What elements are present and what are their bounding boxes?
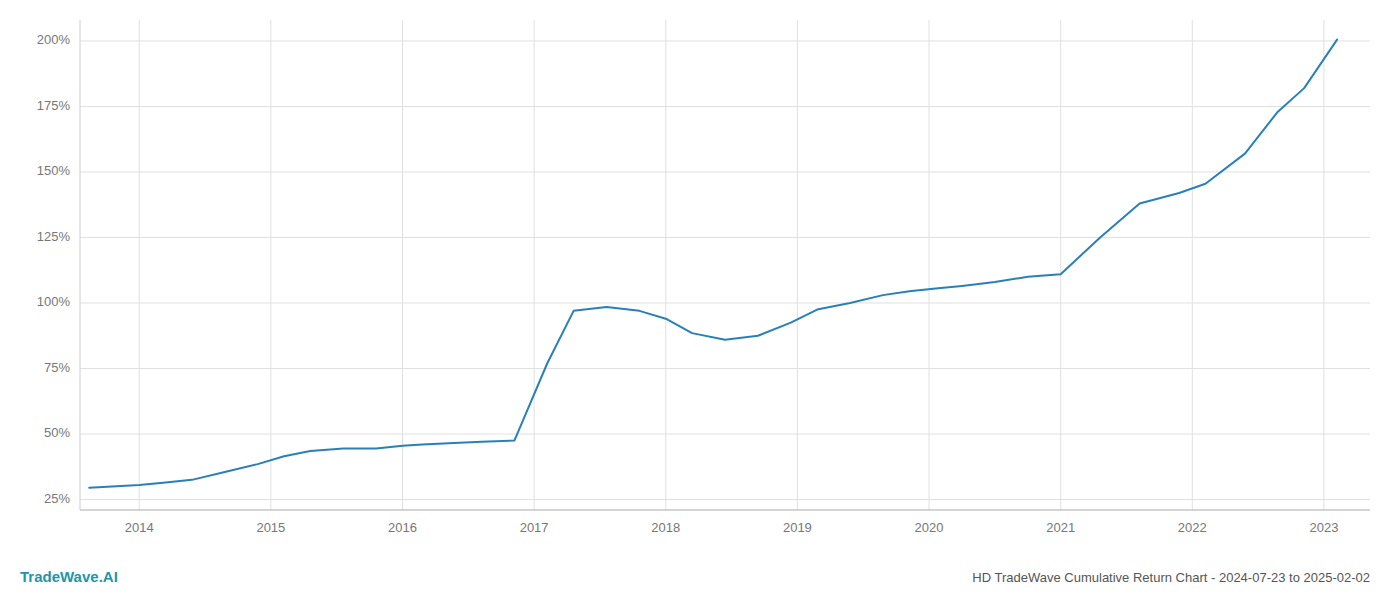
x-grid-line [534, 20, 535, 510]
x-grid-line [402, 20, 403, 510]
tick-labels: 25% 50% 75% 100% 125% 150% 175% 200% 2014 2015 201… [37, 32, 1339, 535]
x-tick-label: 2016 [388, 520, 417, 535]
y-grid-line [80, 434, 1370, 435]
x-grid-line [270, 20, 271, 510]
y-tick-label: 150% [37, 163, 71, 178]
x-tick-label: 2022 [1178, 520, 1207, 535]
y-axis-line [80, 20, 81, 510]
y-grid-line [80, 40, 1370, 41]
x-grid-line [1192, 20, 1193, 510]
title: HD TradeWave Cumulative Return Chart - 2… [972, 570, 1370, 585]
x-tick-label: 2019 [783, 520, 812, 535]
y-tick-label: 75% [44, 360, 70, 375]
y-tick-label: 200% [37, 32, 71, 47]
x-tick-label: 2020 [915, 520, 944, 535]
x-grid-line [665, 20, 666, 510]
x-grid-line [1060, 20, 1061, 510]
y-tick-label: 100% [37, 294, 71, 309]
x-grid-line [139, 20, 140, 510]
y-tick-label: 125% [37, 229, 71, 244]
chart-svg: 25% 50% 75% 100% 125% 150% 175% 200% 2014 2015 201… [0, 0, 1400, 600]
x-tick-label: 2014 [125, 520, 154, 535]
y-grid-line [80, 499, 1370, 500]
x-tick-label: 2015 [256, 520, 285, 535]
y-grid-line [80, 106, 1370, 107]
x-tick-label: 2023 [1309, 520, 1338, 535]
x-tick-label: 2017 [520, 520, 549, 535]
x-grid-line [1323, 20, 1324, 510]
x-axis-line [80, 510, 1370, 511]
x-tick-label: 2018 [651, 520, 680, 535]
plot-area [89, 40, 1337, 488]
background [0, 0, 1400, 600]
y-tick-label: 25% [44, 491, 70, 506]
x-grid-line [797, 20, 798, 510]
grid [80, 20, 1370, 510]
y-grid-line [80, 368, 1370, 369]
watermark: TradeWave.AI [20, 568, 118, 585]
y-tick-label: 175% [37, 98, 71, 113]
y-tick-label: 50% [44, 425, 70, 440]
x-tick-label: 2021 [1046, 520, 1075, 535]
chart-container: 25% 50% 75% 100% 125% 150% 175% 200% 2014 2015 201… [0, 0, 1400, 600]
return-line [89, 40, 1337, 488]
y-grid-line [80, 171, 1370, 172]
y-grid-line [80, 237, 1370, 238]
x-grid-line [929, 20, 930, 510]
y-grid-line [80, 302, 1370, 303]
